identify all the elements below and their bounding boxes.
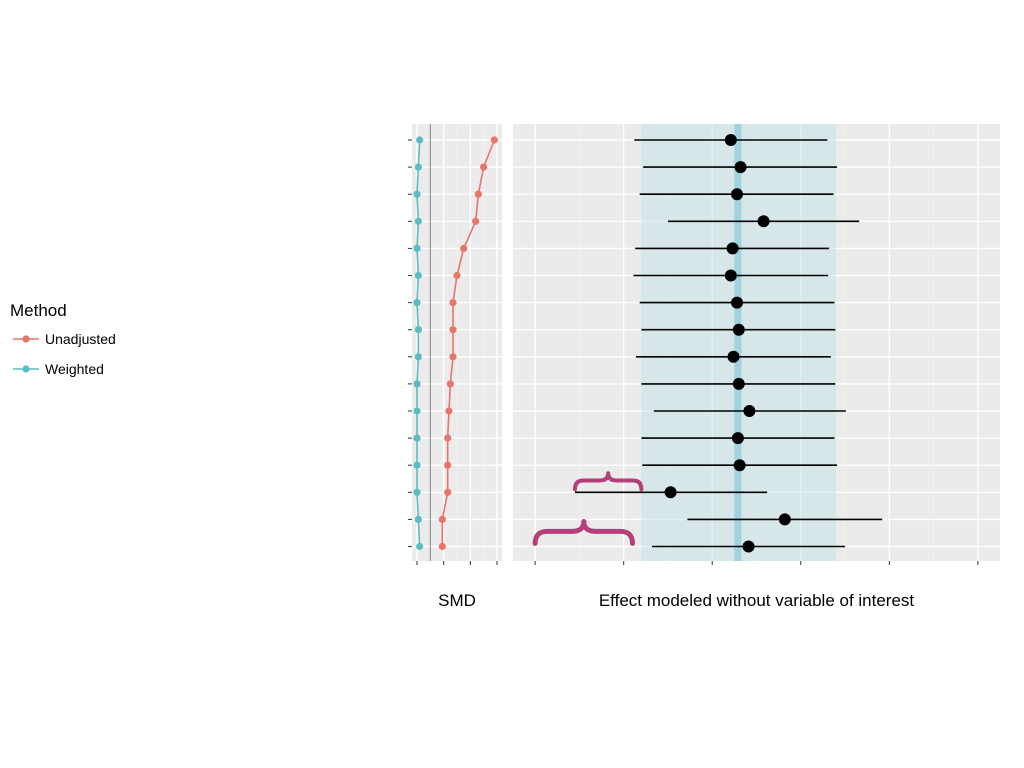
smd-point-unadjusted [444,461,452,469]
smd-point-unadjusted [480,163,488,171]
smd-point-weighted [413,190,421,198]
smd-series-points [413,136,498,551]
smd-point-unadjusted [446,380,454,388]
effect-point-cardiovascular-diagnosis [724,269,737,282]
smd-line-weighted [416,139,421,547]
smd-point-unadjusted [460,244,468,252]
effect-point-dnr-status-on-day-1 [664,486,677,499]
smd-point-unadjusted [438,542,446,551]
legend-key-point-weighted [22,365,30,373]
smd-point-weighted [414,515,422,524]
curly-brace-annotation [532,519,636,546]
smd-point-unadjusted [449,326,457,334]
smd-point-weighted [416,542,424,551]
legend: Method Unadjusted Weighted [10,301,116,377]
effect-x-axis-title: Effect modeled without variable of inter… [599,591,915,610]
effect-point-weight [732,377,745,390]
smd-point-weighted [413,380,421,388]
smd-point-unadjusted [472,217,480,225]
smd-x-axis [416,561,498,565]
effect-point-mean-blood-pressure [731,188,744,201]
effect-point-creatinine [731,296,744,309]
smd-point-weighted [414,271,422,280]
effect-point-respiratory-diagnosis [732,323,745,336]
effect-point-albumin [733,459,746,472]
effect-estimates [574,134,883,553]
effect-point-paco2 [743,405,756,417]
smd-point-weighted [414,353,422,361]
effect-annotations [532,471,644,546]
smd-point-unadjusted [453,271,461,280]
smd-point-weighted [414,163,422,171]
smd-line-unadjusted [441,139,496,547]
smd-point-weighted [413,407,421,415]
effect-point-pao2-fio2-ratio [757,215,770,228]
legend-label-weighted: Weighted [45,361,104,377]
effect-point-primary-disease-category [724,134,737,146]
smd-point-weighted [414,326,422,334]
smd-point-unadjusted [444,434,452,442]
smd-point-weighted [413,434,421,442]
effect-point-apache-score [734,161,747,174]
reference-estimate-band [734,124,742,561]
effect-point-medical-insurance [742,540,755,553]
legend-key-point-unadjusted [22,335,30,343]
effect-x-axis [534,561,979,565]
legend-label-unadjusted: Unadjusted [45,331,116,347]
smd-point-unadjusted [474,190,482,198]
effect-point-sepsis-diagnosis [731,432,744,445]
legend-title: Method [10,301,67,320]
effect-point-hematocrit [727,350,740,363]
smd-series-lines [416,139,496,547]
smd-point-weighted [416,136,424,144]
smd-point-unadjusted [438,515,446,524]
smd-x-axis-title: SMD [438,591,476,610]
smd-point-unadjusted [490,136,498,144]
smd-point-unadjusted [444,488,452,496]
smd-point-weighted [413,461,421,469]
effect-point-support-prob-of-surviving-2-months [778,513,791,526]
smd-panel: SMD [408,124,502,610]
effect-panel: Effect modeled without variable of inter… [513,124,1000,610]
smd-point-weighted [413,244,421,252]
covariate-labels [408,139,412,547]
effect-point-neurological-diagnosis [726,242,739,255]
smd-point-weighted [413,488,421,496]
smd-point-weighted [413,299,421,307]
smd-point-unadjusted [449,353,457,361]
smd-point-weighted [414,217,422,225]
curly-brace-annotation [572,471,644,492]
smd-point-unadjusted [449,299,457,307]
smd-point-unadjusted [445,407,453,415]
